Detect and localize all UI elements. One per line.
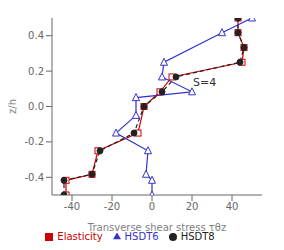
svg-text:0.2: 0.2 xyxy=(28,66,44,77)
html-text:HSDT8: HSDT8 xyxy=(180,231,215,242)
svg-text:S=4: S=4 xyxy=(193,76,216,89)
svg-text:-40: -40 xyxy=(64,201,80,212)
svg-text:z/h: z/h xyxy=(8,99,18,114)
svg-text:Transverse shear stress τθz: Transverse shear stress τθz xyxy=(87,222,226,233)
svg-text:-0.4: -0.4 xyxy=(24,172,44,183)
svg-text:0.4: 0.4 xyxy=(28,30,44,41)
svg-text:-0.2: -0.2 xyxy=(24,136,44,147)
svg-text:0.0: 0.0 xyxy=(28,101,44,112)
svg-text:40: 40 xyxy=(226,201,239,212)
html-text:HSDT6: HSDT6 xyxy=(124,231,159,242)
svg-text:0: 0 xyxy=(149,201,155,212)
html-text:Elasticity: Elasticity xyxy=(57,231,103,242)
svg-text:20: 20 xyxy=(186,201,199,212)
svg-text:-20: -20 xyxy=(104,201,120,212)
